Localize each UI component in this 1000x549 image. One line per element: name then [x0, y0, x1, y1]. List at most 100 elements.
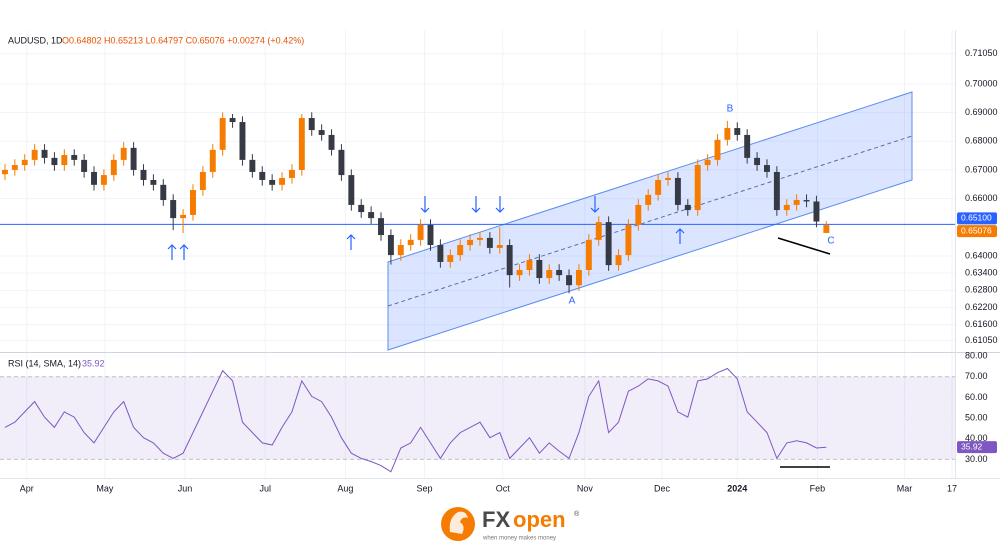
candle-body	[764, 165, 770, 172]
candle-body	[496, 245, 503, 248]
candle-body	[1, 169, 8, 175]
divergence-line	[777, 237, 831, 255]
candle-body	[645, 194, 652, 205]
candle-body	[31, 149, 38, 160]
grid	[0, 30, 955, 478]
candle-body	[378, 218, 384, 236]
candle-body	[477, 237, 483, 240]
wave-label: C	[827, 236, 834, 247]
logo-mark: ®	[574, 510, 580, 518]
candle-body	[536, 259, 543, 279]
candle-body	[259, 171, 266, 180]
candle-body	[615, 255, 622, 266]
candle-body	[249, 159, 256, 172]
candle-body	[526, 259, 533, 270]
candle-body	[407, 239, 414, 246]
candle-body	[714, 139, 721, 160]
candle-body	[308, 118, 315, 131]
candle-body	[417, 224, 424, 240]
candle-body	[684, 204, 691, 211]
candle-body	[506, 245, 513, 276]
last-price-label: 0.65076	[961, 225, 992, 235]
candle-body	[11, 165, 18, 170]
candle-body	[783, 204, 790, 211]
x-tick-label: May	[96, 483, 114, 493]
logo-lion	[449, 511, 468, 534]
y-tick-label: 0.62800	[965, 285, 998, 295]
candle-body	[665, 177, 671, 180]
up-arrow	[179, 244, 189, 260]
y-tick-label: 0.63400	[965, 268, 998, 278]
y-tick-label: 0.68000	[965, 136, 998, 146]
up-arrow	[346, 234, 356, 250]
candle-body	[100, 175, 107, 185]
candle-body	[803, 200, 810, 202]
candle-body	[625, 224, 632, 256]
down-arrow	[495, 196, 505, 213]
y-tick-label: 70.00	[965, 371, 988, 381]
candle-body	[279, 177, 286, 185]
arrows	[167, 196, 685, 260]
candle-body	[585, 239, 592, 270]
candle-body	[704, 159, 711, 166]
candle-body	[180, 214, 187, 219]
candle-body	[773, 171, 780, 211]
candle-body	[150, 179, 157, 185]
candle-body	[546, 269, 553, 279]
candle-body	[91, 171, 97, 185]
x-tick-label: Aug	[337, 483, 353, 493]
logo-tagline: when money makes money	[482, 536, 556, 542]
candle-body	[81, 159, 88, 172]
down-arrow	[471, 196, 481, 213]
candle-body	[457, 245, 464, 256]
logo: FX open ® when money makes money	[441, 507, 580, 542]
candle-body	[674, 177, 681, 205]
candle-body	[21, 159, 28, 166]
y-tick-label: 0.62200	[965, 302, 998, 312]
candle-body	[724, 128, 731, 140]
candle-body	[41, 149, 48, 158]
candle-body	[190, 189, 196, 215]
candle-body	[239, 122, 246, 160]
symbol-label: AUDUSD, 1D	[8, 35, 63, 45]
rsi-panel	[0, 355, 955, 473]
candle-body	[170, 200, 177, 219]
candle-body	[427, 224, 434, 246]
x-tick-label: Feb	[810, 483, 826, 493]
candle-body	[298, 118, 305, 170]
candle-body	[219, 118, 226, 150]
candle-body	[120, 147, 127, 160]
candle-body	[209, 149, 216, 172]
candle-body	[71, 155, 78, 160]
candle-body	[387, 235, 394, 256]
candle-body	[734, 128, 741, 135]
candle-body	[813, 201, 820, 222]
rsi-title: RSI (14, SMA, 14)	[8, 358, 81, 368]
wave-label: A	[569, 296, 576, 307]
candle-body	[199, 171, 206, 190]
x-tick-label: Dec	[654, 483, 671, 493]
y-tick-label: 0.71050	[965, 48, 998, 58]
candle-body	[328, 134, 335, 150]
candle-body	[160, 184, 167, 201]
candle-body	[348, 175, 355, 205]
rsi-value-label: 35.92	[82, 358, 105, 368]
x-tick-label: 17	[947, 483, 957, 493]
candle-body	[140, 169, 147, 180]
candle-body	[397, 245, 404, 256]
y-tick-label: 0.66000	[965, 193, 998, 203]
candle-body	[368, 212, 375, 219]
candle-body	[605, 222, 612, 266]
x-tick-label: Oct	[496, 483, 511, 493]
rsi-line	[4, 367, 827, 473]
candle-body	[229, 118, 236, 123]
candle-body	[694, 165, 701, 211]
x-tick-label: Apr	[20, 483, 34, 493]
candle-body	[110, 159, 117, 176]
level-price-label-box	[957, 212, 997, 225]
y-tick-label: 0.70000	[965, 78, 998, 88]
candle-body	[744, 134, 751, 158]
down-arrow	[420, 196, 430, 213]
y-tick-label: 50.00	[965, 412, 988, 422]
